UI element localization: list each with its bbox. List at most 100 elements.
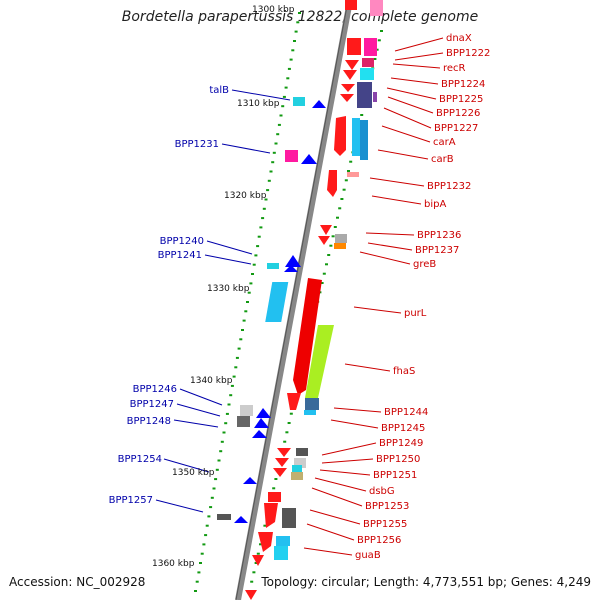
gene-block-BPP1227[interactable] xyxy=(373,92,377,102)
gene-block-carB[interactable] xyxy=(360,120,368,160)
gene-arrow-BPP1256[interactable] xyxy=(264,503,278,528)
gene-block-BPP1247[interactable] xyxy=(237,416,250,427)
gene-label[interactable]: BPP1231 xyxy=(175,139,219,150)
gene-arrow-talB[interactable] xyxy=(312,100,326,108)
gene-arrow-BPP1257[interactable] xyxy=(234,516,248,523)
scale-dot xyxy=(277,123,281,126)
gene-arrow-BPP1237[interactable] xyxy=(318,236,330,245)
gene-block-BPP1256[interactable] xyxy=(282,508,296,528)
gene-label[interactable]: BPP1254 xyxy=(118,454,162,465)
gene-block-carA[interactable] xyxy=(352,118,360,156)
gene-label[interactable]: BPP1246 xyxy=(133,384,177,395)
gene-arrow-BPP1247[interactable] xyxy=(254,418,269,428)
gene-label[interactable]: BPP1249 xyxy=(379,438,423,449)
gene-block-purL[interactable] xyxy=(265,282,289,322)
gene-block-recR[interactable] xyxy=(362,58,374,67)
gene-arrow-BPP1226[interactable] xyxy=(340,94,354,102)
scale-dot xyxy=(241,329,244,331)
gene-label[interactable]: BPP1225 xyxy=(439,94,483,105)
gene-label[interactable]: BPP1250 xyxy=(376,454,420,465)
gene-label[interactable]: BPP1244 xyxy=(384,407,428,418)
gene-arrow-BPP1244[interactable] xyxy=(287,393,301,410)
gene-label[interactable]: BPP1236 xyxy=(417,230,461,241)
gene-label[interactable]: BPP1227 xyxy=(434,123,478,134)
gene-block-BPP1257[interactable] xyxy=(217,514,231,520)
gene-label[interactable]: BPP1253 xyxy=(365,501,409,512)
gene-label[interactable]: talB xyxy=(209,85,229,96)
gene-arrow-BPP1255[interactable] xyxy=(268,492,281,502)
scale-dot xyxy=(210,496,214,499)
gene-block-BPP1250[interactable] xyxy=(294,458,306,468)
gene-arrow-BPP1248[interactable] xyxy=(252,430,267,438)
scale-dot xyxy=(283,440,287,443)
scale-dot xyxy=(207,515,211,518)
gene-label[interactable]: BPP1247 xyxy=(130,399,174,410)
gene-label[interactable]: BPP1240 xyxy=(160,236,204,247)
gene-label[interactable]: guaB xyxy=(355,550,381,561)
gene-block-BPP1251[interactable] xyxy=(292,465,302,473)
gene-label[interactable]: BPP1245 xyxy=(381,423,425,434)
gene-arrow-carA[interactable] xyxy=(334,116,346,156)
gene-label[interactable]: BPP1237 xyxy=(415,245,459,256)
gene-block-BPP1245[interactable] xyxy=(304,410,316,415)
gene-block-BPP1224[interactable] xyxy=(360,68,374,80)
gene-arrow-purL[interactable] xyxy=(293,278,322,395)
gene-arrow-fhaS[interactable] xyxy=(305,325,334,398)
gene-block-BPP1253[interactable] xyxy=(291,472,303,480)
gene-label[interactable]: BPP1257 xyxy=(109,495,153,506)
gene-arrow-dnaX[interactable] xyxy=(345,0,357,10)
gene-arrow-BPP1222[interactable] xyxy=(347,38,361,55)
gene-label[interactable]: fhaS xyxy=(393,366,415,377)
gene-arrow-BPP1254[interactable] xyxy=(243,477,257,484)
gene-block-BPP1225[interactable] xyxy=(357,82,372,108)
gene-block-BPP1232[interactable] xyxy=(347,172,359,177)
gene-block-BPP1236[interactable] xyxy=(335,234,347,243)
gene-label[interactable]: dnaX xyxy=(446,33,472,44)
scale-dot xyxy=(276,133,280,136)
gene-label[interactable]: BPP1248 xyxy=(127,416,171,427)
gene-block-dnaX[interactable] xyxy=(370,0,383,16)
gene-arrow-BPP1236[interactable] xyxy=(320,225,332,235)
gene-block-BPP1249[interactable] xyxy=(296,448,308,456)
gene-label[interactable]: BPP1224 xyxy=(441,79,485,90)
gene-block-guaB[interactable] xyxy=(276,536,290,546)
scale-dot xyxy=(269,170,273,173)
gene-arrow-end[interactable] xyxy=(252,555,264,566)
gene-arrow-BPP1225[interactable] xyxy=(341,84,355,92)
gene-label[interactable]: dsbG xyxy=(369,486,395,497)
gene-arrow-BPP1249[interactable] xyxy=(277,448,291,457)
gene-block-BPP1244[interactable] xyxy=(305,398,319,410)
gene-label[interactable]: BPP1255 xyxy=(363,519,407,530)
gene-label[interactable]: BPP1251 xyxy=(373,470,417,481)
gene-label[interactable]: recR xyxy=(443,63,466,74)
gene-label[interactable]: BPP1232 xyxy=(427,181,471,192)
gene-arrow-dsbG[interactable] xyxy=(273,468,287,477)
scale-dot xyxy=(263,524,267,527)
gene-label[interactable]: BPP1256 xyxy=(357,535,401,546)
gene-block-talB[interactable] xyxy=(293,97,305,106)
gene-block-guaB-2[interactable] xyxy=(274,546,288,560)
gene-arrow-BPP1224[interactable] xyxy=(343,70,357,80)
gene-label[interactable]: BPP1222 xyxy=(446,48,490,59)
gene-arrow-BPP1232[interactable] xyxy=(327,170,337,197)
gene-label[interactable]: carA xyxy=(433,137,456,148)
gene-block-BPP1231[interactable] xyxy=(285,150,298,162)
gene-arrow-BPP1240[interactable] xyxy=(285,255,301,267)
gene-block-BPP1246[interactable] xyxy=(240,405,253,416)
gene-arrow-BPP1231[interactable] xyxy=(301,154,317,164)
gene-arrow-guaB[interactable] xyxy=(258,532,273,552)
gene-label[interactable]: BPP1226 xyxy=(436,108,480,119)
gene-arrow-BPP1246[interactable] xyxy=(256,408,271,418)
gene-label[interactable]: purL xyxy=(404,308,427,319)
gene-arrow-recR[interactable] xyxy=(345,60,359,70)
gene-block-BPP1222[interactable] xyxy=(364,38,377,56)
gene-label[interactable]: greB xyxy=(413,259,436,270)
gene-label[interactable]: carB xyxy=(431,154,454,165)
gene-label[interactable]: BPP1241 xyxy=(158,250,202,261)
gene-block-BPP1241[interactable] xyxy=(267,263,279,269)
gene-arrow-BPP1241[interactable] xyxy=(284,265,298,272)
gene-arrow-end-2[interactable] xyxy=(245,590,257,600)
gene-arrow-BPP1250[interactable] xyxy=(275,458,289,467)
gene-label[interactable]: bipA xyxy=(424,199,446,210)
gene-block-greB[interactable] xyxy=(334,243,346,249)
